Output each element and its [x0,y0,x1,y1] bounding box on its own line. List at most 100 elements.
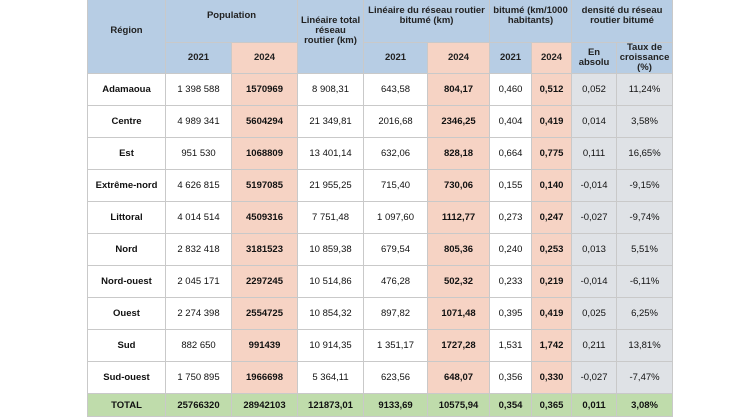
en-absolu-cell: 0,013 [571,233,618,266]
densite-2021-cell: 0,273 [489,201,533,234]
header-row-1: Région Population Linéaire total réseau … [87,0,674,74]
total-bit-2024: 10575,94 [427,393,491,417]
region-cell: Ouest [87,297,166,330]
region-cell: Littoral [87,201,166,234]
region-cell: Sud-ouest [87,361,166,394]
pop-2024-cell: 4509316 [230,201,299,234]
taux-cell: 3,58% [616,105,674,138]
densite-2021-cell: 0,404 [489,105,533,138]
bit-2024-cell: 1112,77 [427,201,491,234]
densite-2021-cell: 0,460 [489,73,533,106]
total-lineaire-total: 121873,01 [297,393,365,417]
pop-2024-cell: 5604294 [230,105,299,138]
pop-2021-cell: 4 626 815 [165,169,232,202]
total-pop-2021: 25766320 [165,393,232,417]
table-row: Sud-ouest 1 750 895 1966698 5 364,11 623,56 6… [87,361,674,394]
pop-2021-cell: 2 045 171 [165,265,232,298]
densite-2024-cell: 0,330 [531,361,573,394]
header-densite-2021: 2021 [489,42,533,74]
pop-2021-cell: 1 398 588 [165,73,232,106]
pop-2024-cell: 5197085 [230,169,299,202]
taux-cell: -9,74% [616,201,674,234]
total-densite-2024: 0,365 [531,393,573,417]
densite-2024-cell: 0,219 [531,265,573,298]
densite-2021-cell: 0,395 [489,297,533,330]
header-taux-croissance: Taux de croissance (%) [616,42,674,74]
pop-2024-cell: 1068809 [230,137,299,170]
region-cell: Nord-ouest [87,265,166,298]
table-row: Extrême-nord 4 626 815 5197085 21 955,25 715… [87,169,674,202]
densite-2024-cell: 0,775 [531,137,573,170]
densite-2021-cell: 0,155 [489,169,533,202]
region-cell: Est [87,137,166,170]
header-region: Région [87,0,166,74]
header-densite-bitume: bitumé (km/1000 habitants) [489,0,573,43]
bit-2021-cell: 632,06 [363,137,429,170]
pop-2021-cell: 2 832 418 [165,233,232,266]
road-network-table: Région Population Linéaire total réseau … [87,0,674,417]
bit-2021-cell: 715,40 [363,169,429,202]
densite-2024-cell: 0,419 [531,105,573,138]
pop-2024-cell: 2297245 [230,265,299,298]
en-absolu-cell: 0,111 [571,137,618,170]
densite-2021-cell: 0,356 [489,361,533,394]
bit-2024-cell: 828,18 [427,137,491,170]
en-absolu-cell: 0,014 [571,105,618,138]
lineaire-total-cell: 7 751,48 [297,201,365,234]
taux-cell: -6,11% [616,265,674,298]
densite-2024-cell: 1,742 [531,329,573,362]
bit-2024-cell: 648,07 [427,361,491,394]
densite-2024-cell: 0,253 [531,233,573,266]
taux-cell: -7,47% [616,361,674,394]
bit-2024-cell: 2346,25 [427,105,491,138]
densite-2024-cell: 0,140 [531,169,573,202]
region-cell: Sud [87,329,166,362]
bit-2021-cell: 1 097,60 [363,201,429,234]
table-row: Littoral 4 014 514 4509316 7 751,48 1 097,60… [87,201,674,234]
pop-2021-cell: 951 530 [165,137,232,170]
en-absolu-cell: 0,211 [571,329,618,362]
pop-2021-cell: 4 989 341 [165,105,232,138]
region-cell: Nord [87,233,166,266]
densite-2024-cell: 0,512 [531,73,573,106]
taux-cell: 5,51% [616,233,674,266]
pop-2024-cell: 1966698 [230,361,299,394]
bit-2024-cell: 1727,28 [427,329,491,362]
total-label: TOTAL [87,393,166,417]
en-absolu-cell: -0,027 [571,201,618,234]
taux-cell: 11,24% [616,73,674,106]
header-densite-2024: 2024 [531,42,573,74]
bit-2024-cell: 805,36 [427,233,491,266]
header-lineaire-total: Linéaire total réseau routier (km) [297,0,365,74]
densite-2024-cell: 0,419 [531,297,573,330]
table-row: Adamaoua 1 398 588 1570969 8 908,31 643,58 80… [87,73,674,106]
pop-2024-cell: 1570969 [230,73,299,106]
header-en-absolu: En absolu [571,42,618,74]
header-pop-2024: 2024 [230,42,299,74]
bit-2021-cell: 897,82 [363,297,429,330]
en-absolu-cell: 0,052 [571,73,618,106]
bit-2021-cell: 643,58 [363,73,429,106]
region-cell: Adamaoua [87,73,166,106]
total-densite-2021: 0,354 [489,393,533,417]
total-bit-2021: 9133,69 [363,393,429,417]
bit-2024-cell: 502,32 [427,265,491,298]
total-pop-2024: 28942103 [230,393,299,417]
header-population: Population [164,0,299,43]
pop-2024-cell: 3181523 [230,233,299,266]
lineaire-total-cell: 10 859,38 [297,233,365,266]
table-row: Sud 882 650 991439 10 914,35 1 351,17 1727,28… [87,329,674,362]
bit-2021-cell: 476,28 [363,265,429,298]
bit-2021-cell: 679,54 [363,233,429,266]
densite-2021-cell: 1,531 [489,329,533,362]
bit-2024-cell: 1071,48 [427,297,491,330]
densite-2021-cell: 0,240 [489,233,533,266]
table-row: Nord 2 832 418 3181523 10 859,38 679,54 805,3… [87,233,674,266]
pop-2021-cell: 882 650 [165,329,232,362]
bit-2021-cell: 623,56 [363,361,429,394]
table-row: Est 951 530 1068809 13 401,14 632,06 828,18 0,… [87,137,674,170]
pop-2024-cell: 991439 [230,329,299,362]
en-absolu-cell: -0,014 [571,265,618,298]
table-row: Nord-ouest 2 045 171 2297245 10 514,86 476,2… [87,265,674,298]
densite-2021-cell: 0,233 [489,265,533,298]
